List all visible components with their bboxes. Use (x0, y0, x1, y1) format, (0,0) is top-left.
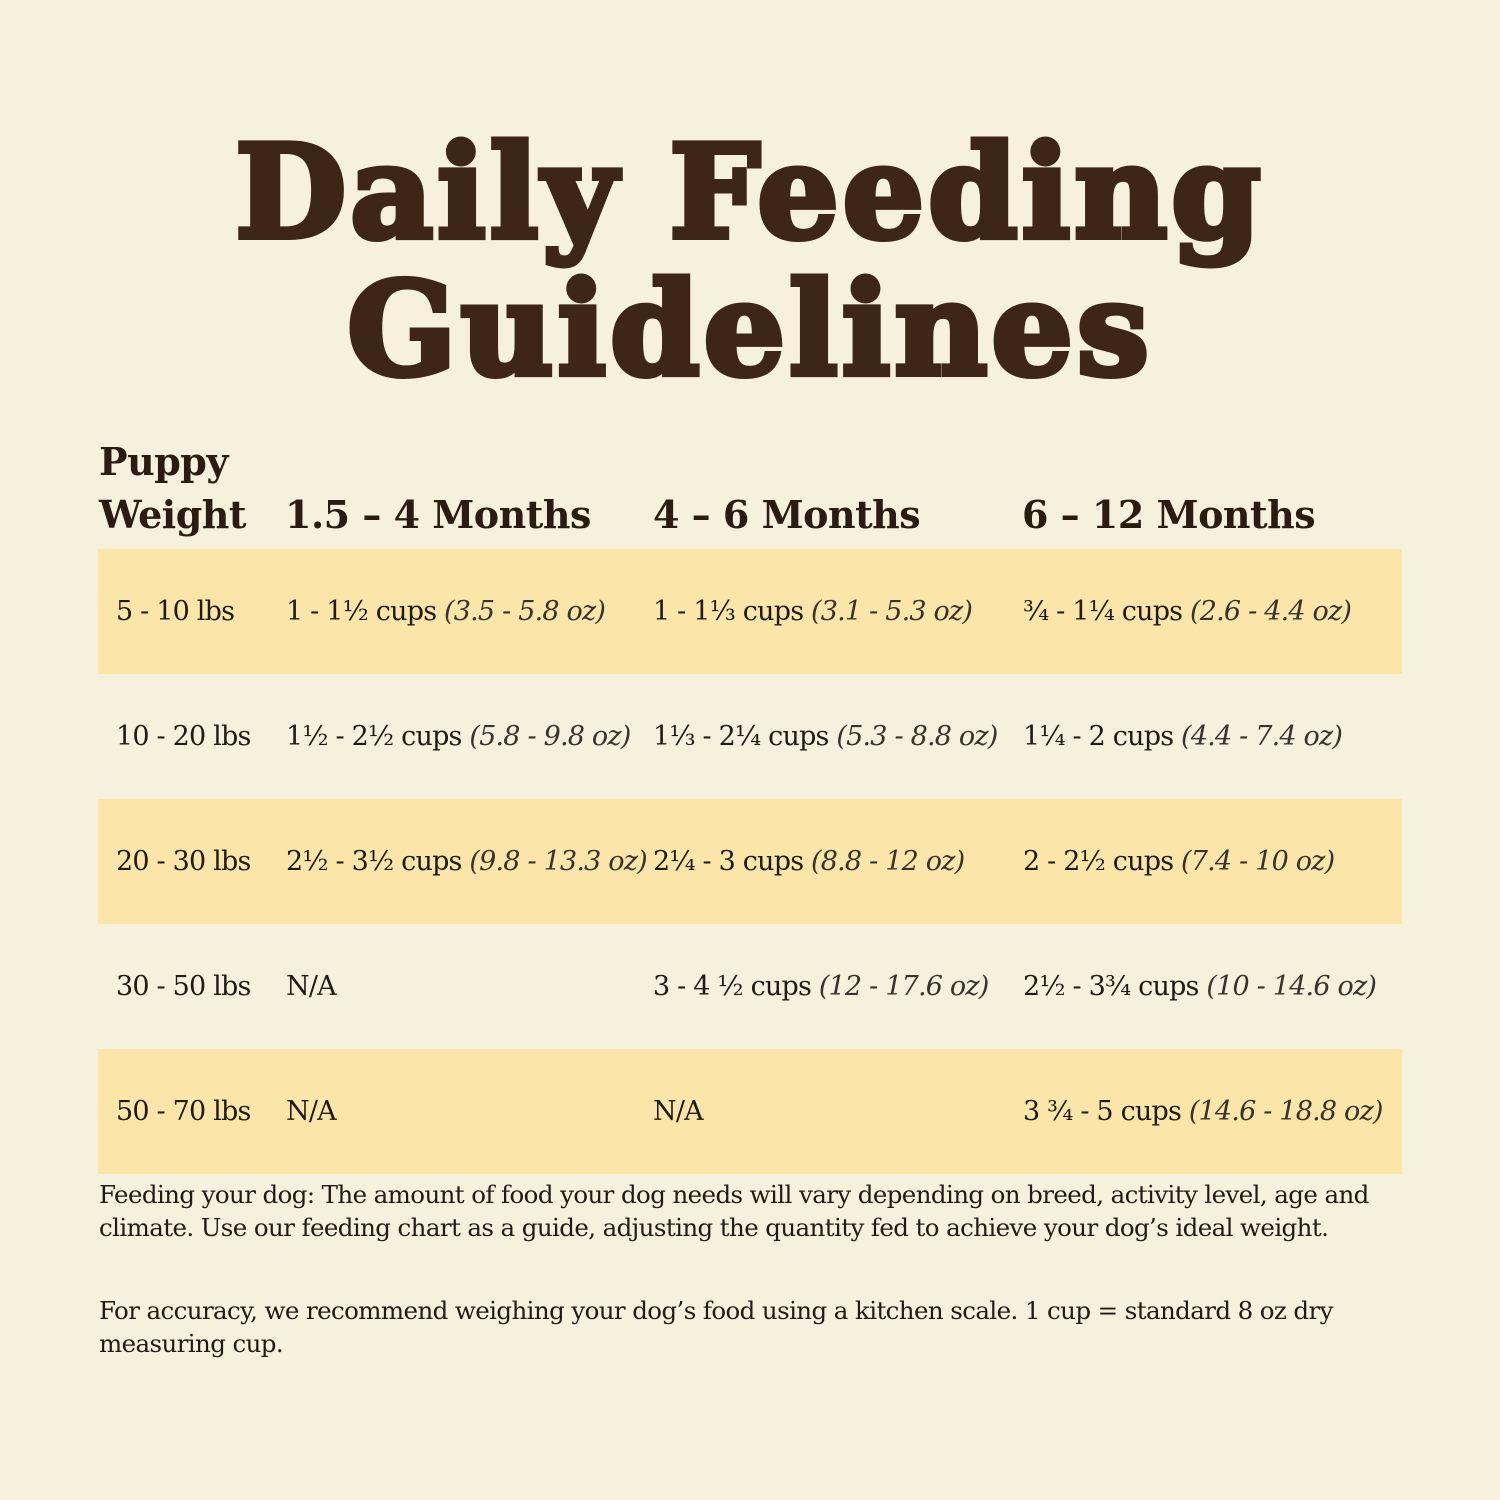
cups-amount: 1⅓ - 2¼ cups (653, 721, 837, 752)
ounces-amount: (3.1 - 5.3 oz) (811, 596, 973, 627)
table-row: 10 - 20 lbs 1½ - 2½ cups (5.8 - 9.8 oz) 1⅓… (98, 674, 1402, 799)
amount-cell: 1 - 1½ cups (3.5 - 5.8 oz) (286, 549, 606, 674)
table-row: 20 - 30 lbs 2½ - 3½ cups (9.8 - 13.3 oz) 2… (98, 799, 1402, 924)
weight-cell: 10 - 20 lbs (116, 721, 251, 752)
header-col-2: 4 – 6 Months (653, 492, 921, 537)
cups-amount: 2½ - 3½ cups (286, 846, 470, 877)
ounces-amount: (4.4 - 7.4 oz) (1181, 721, 1343, 752)
table-row: 5 - 10 lbs 1 - 1½ cups (3.5 - 5.8 oz) 1 - … (98, 549, 1402, 674)
header-col-3: 6 – 12 Months (1022, 492, 1316, 537)
weight-cell: 20 - 30 lbs (116, 846, 251, 877)
cups-amount: 1 - 1½ cups (286, 596, 445, 627)
amount-cell: 1½ - 2½ cups (5.8 - 9.8 oz) (286, 674, 631, 799)
weight-cell: 30 - 50 lbs (116, 971, 251, 1002)
ounces-amount: (14.6 - 18.8 oz) (1188, 1096, 1384, 1127)
header-weight-line1: Puppy (99, 439, 228, 484)
weight-cell: 5 - 10 lbs (116, 596, 235, 627)
amount-cell: 2¼ - 3 cups (8.8 - 12 oz) (653, 799, 965, 924)
amount-cell: N/A (286, 1049, 337, 1174)
title-line-1: Daily Feeding (232, 115, 1265, 271)
amount-cell: 2½ - 3½ cups (9.8 - 13.3 oz) (286, 799, 648, 924)
amount-cell: 2 - 2½ cups (7.4 - 10 oz) (1023, 799, 1335, 924)
ounces-amount: (2.6 - 4.4 oz) (1190, 596, 1352, 627)
amount-cell: N/A (653, 1049, 704, 1174)
title-line-2: Guidelines (344, 252, 1153, 408)
header-weight-line2: Weight (99, 492, 246, 537)
cups-amount: 1 - 1⅓ cups (653, 596, 812, 627)
ounces-amount: (7.4 - 10 oz) (1181, 846, 1335, 877)
amount-cell: 2½ - 3¾ cups (10 - 14.6 oz) (1023, 924, 1377, 1049)
ounces-amount: (3.5 - 5.8 oz) (444, 596, 606, 627)
amount-cell: 3 ¾ - 5 cups (14.6 - 18.8 oz) (1023, 1049, 1383, 1174)
cups-amount: 3 ¾ - 5 cups (1023, 1096, 1189, 1127)
footer-note-1: Feeding your dog: The amount of food you… (99, 1180, 1369, 1242)
cups-amount: 1¼ - 2 cups (1023, 721, 1182, 752)
amount-cell: 1¼ - 2 cups (4.4 - 7.4 oz) (1023, 674, 1343, 799)
ounces-amount: (8.8 - 12 oz) (811, 846, 965, 877)
cups-amount: ¾ - 1¼ cups (1023, 596, 1191, 627)
ounces-amount: (10 - 14.6 oz) (1206, 971, 1377, 1002)
amount-cell: 1 - 1⅓ cups (3.1 - 5.3 oz) (653, 549, 973, 674)
amount-cell: 3 - 4 ½ cups (12 - 17.6 oz) (653, 924, 989, 1049)
amount-cell: 1⅓ - 2¼ cups (5.3 - 8.8 oz) (653, 674, 998, 799)
amount-cell: ¾ - 1¼ cups (2.6 - 4.4 oz) (1023, 549, 1352, 674)
table-row: 50 - 70 lbs N/A N/A 3 ¾ - 5 cups (14.6 - 18… (98, 1049, 1402, 1174)
amount-cell: N/A (286, 924, 337, 1049)
cups-amount: 2½ - 3¾ cups (1023, 971, 1207, 1002)
ounces-amount: (5.3 - 8.8 oz) (836, 721, 998, 752)
cups-amount: N/A (286, 1096, 337, 1127)
header-col-1: 1.5 – 4 Months (285, 492, 591, 537)
cups-amount: 3 - 4 ½ cups (653, 971, 819, 1002)
table-row: 30 - 50 lbs N/A 3 - 4 ½ cups (12 - 17.6 oz… (98, 924, 1402, 1049)
ounces-amount: (5.8 - 9.8 oz) (469, 721, 631, 752)
cups-amount: N/A (653, 1096, 704, 1127)
cups-amount: 2¼ - 3 cups (653, 846, 812, 877)
ounces-amount: (12 - 17.6 oz) (818, 971, 990, 1002)
cups-amount: 2 - 2½ cups (1023, 846, 1182, 877)
cups-amount: N/A (286, 971, 337, 1002)
weight-cell: 50 - 70 lbs (116, 1096, 251, 1127)
footer-note-2: For accuracy, we recommend weighing your… (99, 1296, 1333, 1358)
ounces-amount: (9.8 - 13.3 oz) (469, 846, 647, 877)
cups-amount: 1½ - 2½ cups (286, 721, 470, 752)
